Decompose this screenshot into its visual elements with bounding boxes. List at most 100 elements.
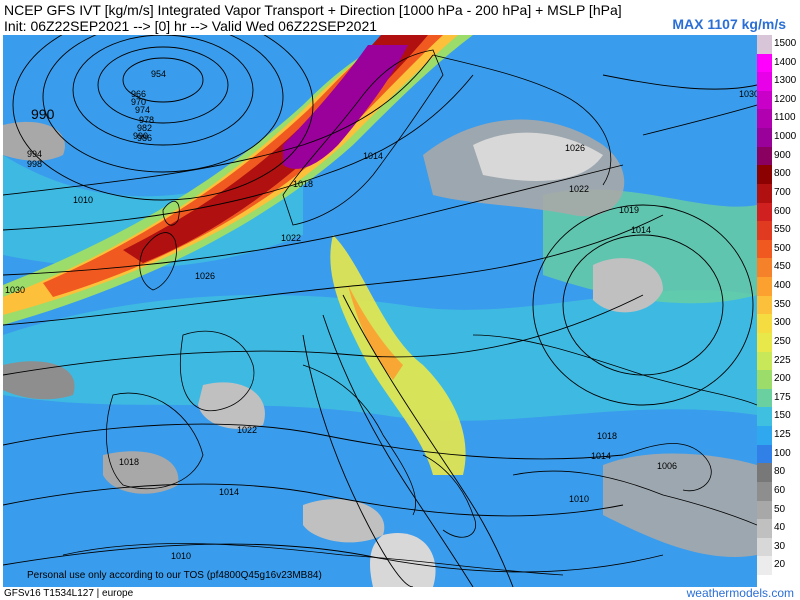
legend-label: 60 (774, 484, 786, 496)
legend-swatch (757, 295, 772, 315)
legend-label: 1000 (774, 131, 797, 143)
legend-entry: 50 (757, 500, 800, 520)
max-value-label: MAX 1107 kg/m/s (672, 16, 786, 32)
pressure-label: 1030 (739, 89, 757, 99)
legend-label: 1200 (774, 93, 797, 105)
legend-label: 20 (774, 559, 786, 571)
pressure-label: 954 (151, 69, 166, 79)
legend-entry: 20 (757, 556, 800, 575)
legend-swatch (757, 537, 772, 557)
init-valid-line: Init: 06Z22SEP2021 --> [0] hr --> Valid … (4, 18, 378, 34)
legend-entry: 1300 (757, 72, 800, 91)
low-ivt-area (603, 453, 757, 557)
legend-entry: 550 (757, 221, 800, 240)
pressure-labels: 950 990 954 966 970 974 978 982 986 990 … (5, 69, 757, 561)
legend-label: 450 (774, 261, 791, 273)
legend-swatch (757, 314, 772, 333)
legend-entry: 1000 (757, 128, 800, 147)
legend-swatch (757, 444, 772, 464)
pressure-label: 998 (27, 159, 42, 169)
legend-entry: 80 (757, 463, 800, 482)
legend-label: 400 (774, 280, 791, 292)
legend-swatch (757, 463, 772, 482)
legend-swatch (757, 165, 772, 184)
legend-swatch (757, 277, 772, 296)
low-ivt-area (473, 132, 603, 181)
color-legend: 1500 1400 1300 1200 1100 1000 900 800 700 600 550 5… (757, 35, 800, 575)
pressure-label: 1010 (569, 494, 589, 504)
legend-swatch (757, 128, 772, 147)
legend-label: 30 (774, 540, 786, 552)
legend-entry: 1500 (757, 35, 800, 54)
legend-label: 500 (774, 242, 791, 254)
legend-swatch (757, 109, 772, 129)
pressure-label: 982 (137, 123, 152, 133)
legend-entry: 400 (757, 277, 800, 296)
legend-label: 175 (774, 391, 791, 403)
legend-swatch (757, 239, 772, 259)
low-ivt-area (3, 361, 75, 400)
legend-swatch (757, 481, 772, 501)
ivt-plume (348, 285, 403, 380)
legend-swatch (757, 258, 772, 278)
pressure-label: 990 (31, 106, 55, 122)
pressure-label: 1022 (569, 184, 589, 194)
pressure-label: 994 (27, 149, 42, 159)
legend-label: 600 (774, 205, 791, 217)
legend-entry: 700 (757, 183, 800, 203)
legend-swatch (757, 500, 772, 520)
pressure-label: 990 (133, 131, 148, 141)
legend-label: 250 (774, 335, 791, 347)
isobars (3, 35, 757, 587)
legend-entry: 175 (757, 388, 800, 408)
pressure-label: 1010 (73, 195, 93, 205)
legend-swatch (757, 332, 772, 352)
legend-entry: 500 (757, 239, 800, 259)
legend-entry: 1200 (757, 90, 800, 110)
pressure-label: 1006 (657, 461, 677, 471)
legend-swatch (757, 426, 772, 445)
pressure-label: 1014 (631, 225, 651, 235)
legend-swatch (757, 90, 772, 110)
site-credit[interactable]: weathermodels.com (686, 586, 794, 600)
pressure-label: 1026 (565, 143, 585, 153)
pressure-label: 1018 (119, 457, 139, 467)
legend-label: 550 (774, 224, 791, 236)
pressure-label: 966 (131, 89, 146, 99)
legend-swatch (757, 146, 772, 166)
legend-swatch (757, 35, 772, 54)
coastlines (62, 49, 757, 576)
legend-entry: 40 (757, 519, 800, 538)
low-ivt-area (3, 121, 65, 161)
legend-label: 1400 (774, 56, 797, 68)
ivt-map: 950 990 954 966 970 974 978 982 986 990 … (3, 35, 757, 587)
legend-label: 1300 (774, 75, 797, 87)
pressure-label: 1026 (195, 271, 215, 281)
legend-entry: 100 (757, 444, 800, 464)
legend-entry: 350 (757, 295, 800, 315)
legend-swatch (757, 183, 772, 203)
pressure-label: 974 (135, 105, 150, 115)
pressure-label: 1018 (293, 179, 313, 189)
legend-entry: 900 (757, 146, 800, 166)
legend-entry: 300 (757, 314, 800, 333)
model-info: GFSv16 T1534L127 | europe (4, 588, 134, 599)
pressure-label: 1018 (597, 431, 617, 441)
pressure-label: 1019 (619, 205, 639, 215)
tos-notice: Personal use only according to our TOS (… (27, 570, 322, 581)
pressure-label: 1022 (237, 425, 257, 435)
legend-label: 125 (774, 429, 791, 441)
pressure-label: 1014 (363, 151, 383, 161)
chart-title: NCEP GFS IVT [kg/m/s] Integrated Vapor T… (4, 2, 622, 18)
ivt-band (3, 155, 303, 269)
legend-label: 40 (774, 522, 786, 534)
legend-label: 900 (774, 149, 791, 161)
legend-label: 100 (774, 447, 791, 459)
legend-label: 50 (774, 503, 786, 515)
legend-entry: 30 (757, 537, 800, 557)
legend-label: 350 (774, 298, 791, 310)
pressure-label: 970 (131, 97, 146, 107)
legend-entry: 125 (757, 426, 800, 445)
low-ivt-area (303, 499, 385, 543)
legend-label: 1500 (774, 38, 797, 49)
